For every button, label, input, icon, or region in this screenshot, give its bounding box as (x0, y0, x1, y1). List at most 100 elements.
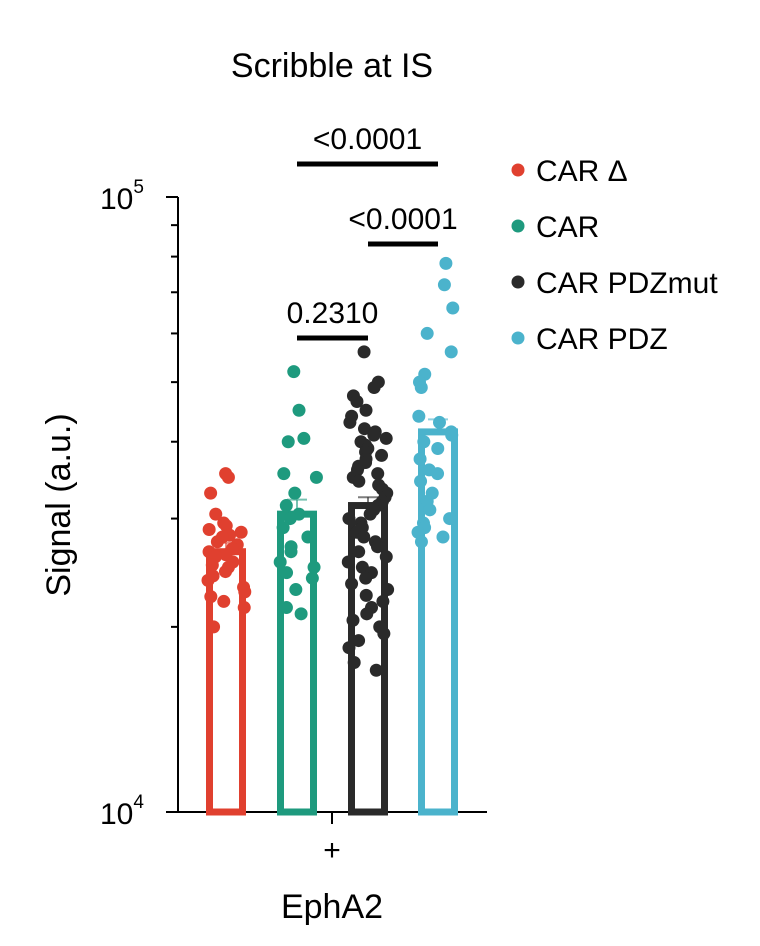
data-point (309, 470, 323, 484)
data-point (234, 525, 248, 539)
data-point (343, 415, 357, 429)
data-point (375, 448, 389, 462)
data-point (359, 571, 373, 585)
data-point (297, 431, 311, 445)
data-point (357, 345, 371, 359)
data-point (379, 431, 393, 445)
data-point (287, 365, 301, 379)
data-point (363, 507, 377, 521)
data-point (346, 613, 360, 627)
data-point (210, 535, 224, 549)
data-point (273, 555, 287, 569)
data-point (369, 663, 383, 677)
legend-marker (511, 219, 525, 233)
data-point (350, 395, 364, 409)
x-tick-label: + (323, 834, 341, 867)
chart-title: Scribble at IS (231, 47, 433, 85)
data-point (341, 555, 355, 569)
data-point (417, 435, 431, 449)
data-point (238, 585, 252, 599)
data-point (367, 428, 381, 442)
legend-marker (511, 163, 525, 177)
data-point (209, 507, 223, 521)
data-point (432, 415, 446, 429)
data-point (359, 403, 373, 417)
data-point (420, 326, 434, 340)
p-value-label: <0.0001 (348, 203, 457, 236)
data-point (412, 409, 426, 423)
data-point (359, 588, 373, 602)
legend-label: CAR (536, 211, 599, 244)
data-point (446, 301, 460, 315)
data-point (342, 641, 356, 655)
data-point (370, 540, 384, 554)
data-point (352, 634, 366, 648)
data-point (218, 565, 232, 579)
data-point (444, 345, 458, 359)
data-point (345, 577, 359, 591)
data-points (201, 256, 460, 677)
legend-label: CAR PDZ (536, 323, 668, 356)
data-point (414, 381, 428, 395)
data-point (431, 467, 445, 481)
data-point (342, 512, 356, 526)
data-point (423, 503, 437, 517)
data-point (276, 521, 290, 535)
p-value-label: <0.0001 (313, 123, 422, 156)
data-point (352, 545, 366, 559)
bar (418, 428, 458, 816)
legend-marker (511, 331, 525, 345)
data-point (284, 545, 298, 559)
data-point (283, 512, 297, 526)
data-point (376, 594, 390, 608)
bar (206, 548, 246, 816)
data-point (352, 474, 366, 488)
data-point (431, 441, 445, 455)
data-point (294, 607, 308, 621)
significance-brackets: 0.2310 <0.0001 <0.0001 (287, 123, 458, 341)
data-point (201, 573, 215, 587)
data-point (289, 583, 303, 597)
data-point (204, 486, 218, 500)
x-axis-label: EphA2 (281, 888, 383, 926)
data-point (305, 571, 319, 585)
data-point (207, 620, 221, 634)
data-point (379, 550, 393, 564)
p-value-label: 0.2310 (287, 297, 379, 330)
data-point (292, 403, 306, 417)
data-point (281, 435, 295, 449)
data-point (436, 530, 450, 544)
legend-marker (511, 275, 525, 289)
data-point (367, 381, 381, 395)
legend: CAR Δ CAR CAR PDZmut CAR PDZ (511, 155, 718, 356)
data-point (221, 470, 235, 484)
data-point (371, 467, 385, 481)
data-point (445, 428, 459, 442)
data-point (307, 560, 321, 574)
data-point (360, 607, 374, 621)
y-tick-label: 104 (100, 792, 144, 831)
data-point (437, 278, 451, 292)
data-point (279, 499, 293, 513)
data-point (237, 601, 251, 615)
data-point (347, 656, 361, 670)
data-point (204, 590, 218, 604)
data-point (443, 512, 457, 526)
data-point (414, 535, 428, 549)
data-point (357, 530, 371, 544)
data-point (381, 583, 395, 597)
data-point (357, 422, 371, 436)
data-point (413, 452, 427, 466)
y-axis-label: Signal (a.u.) (40, 413, 78, 596)
y-tick-label: 105 (100, 177, 144, 216)
data-point (377, 627, 391, 641)
legend-label: CAR Δ (536, 155, 628, 188)
data-point (414, 474, 428, 488)
data-point (205, 558, 219, 572)
data-point (279, 601, 293, 615)
legend-label: CAR PDZmut (536, 267, 718, 300)
data-point (288, 486, 302, 500)
data-point (277, 467, 291, 481)
data-point (202, 522, 216, 536)
